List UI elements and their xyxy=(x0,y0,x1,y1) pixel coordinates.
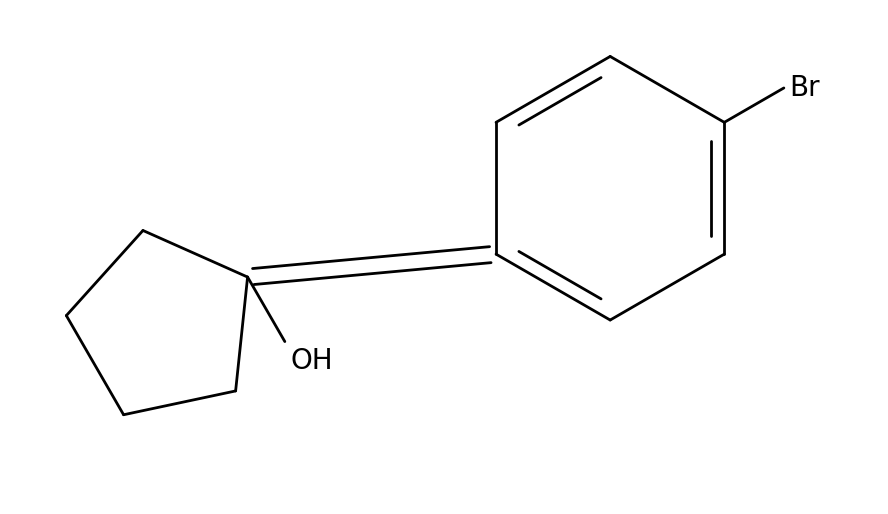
Text: Br: Br xyxy=(789,74,821,102)
Text: OH: OH xyxy=(290,347,333,375)
